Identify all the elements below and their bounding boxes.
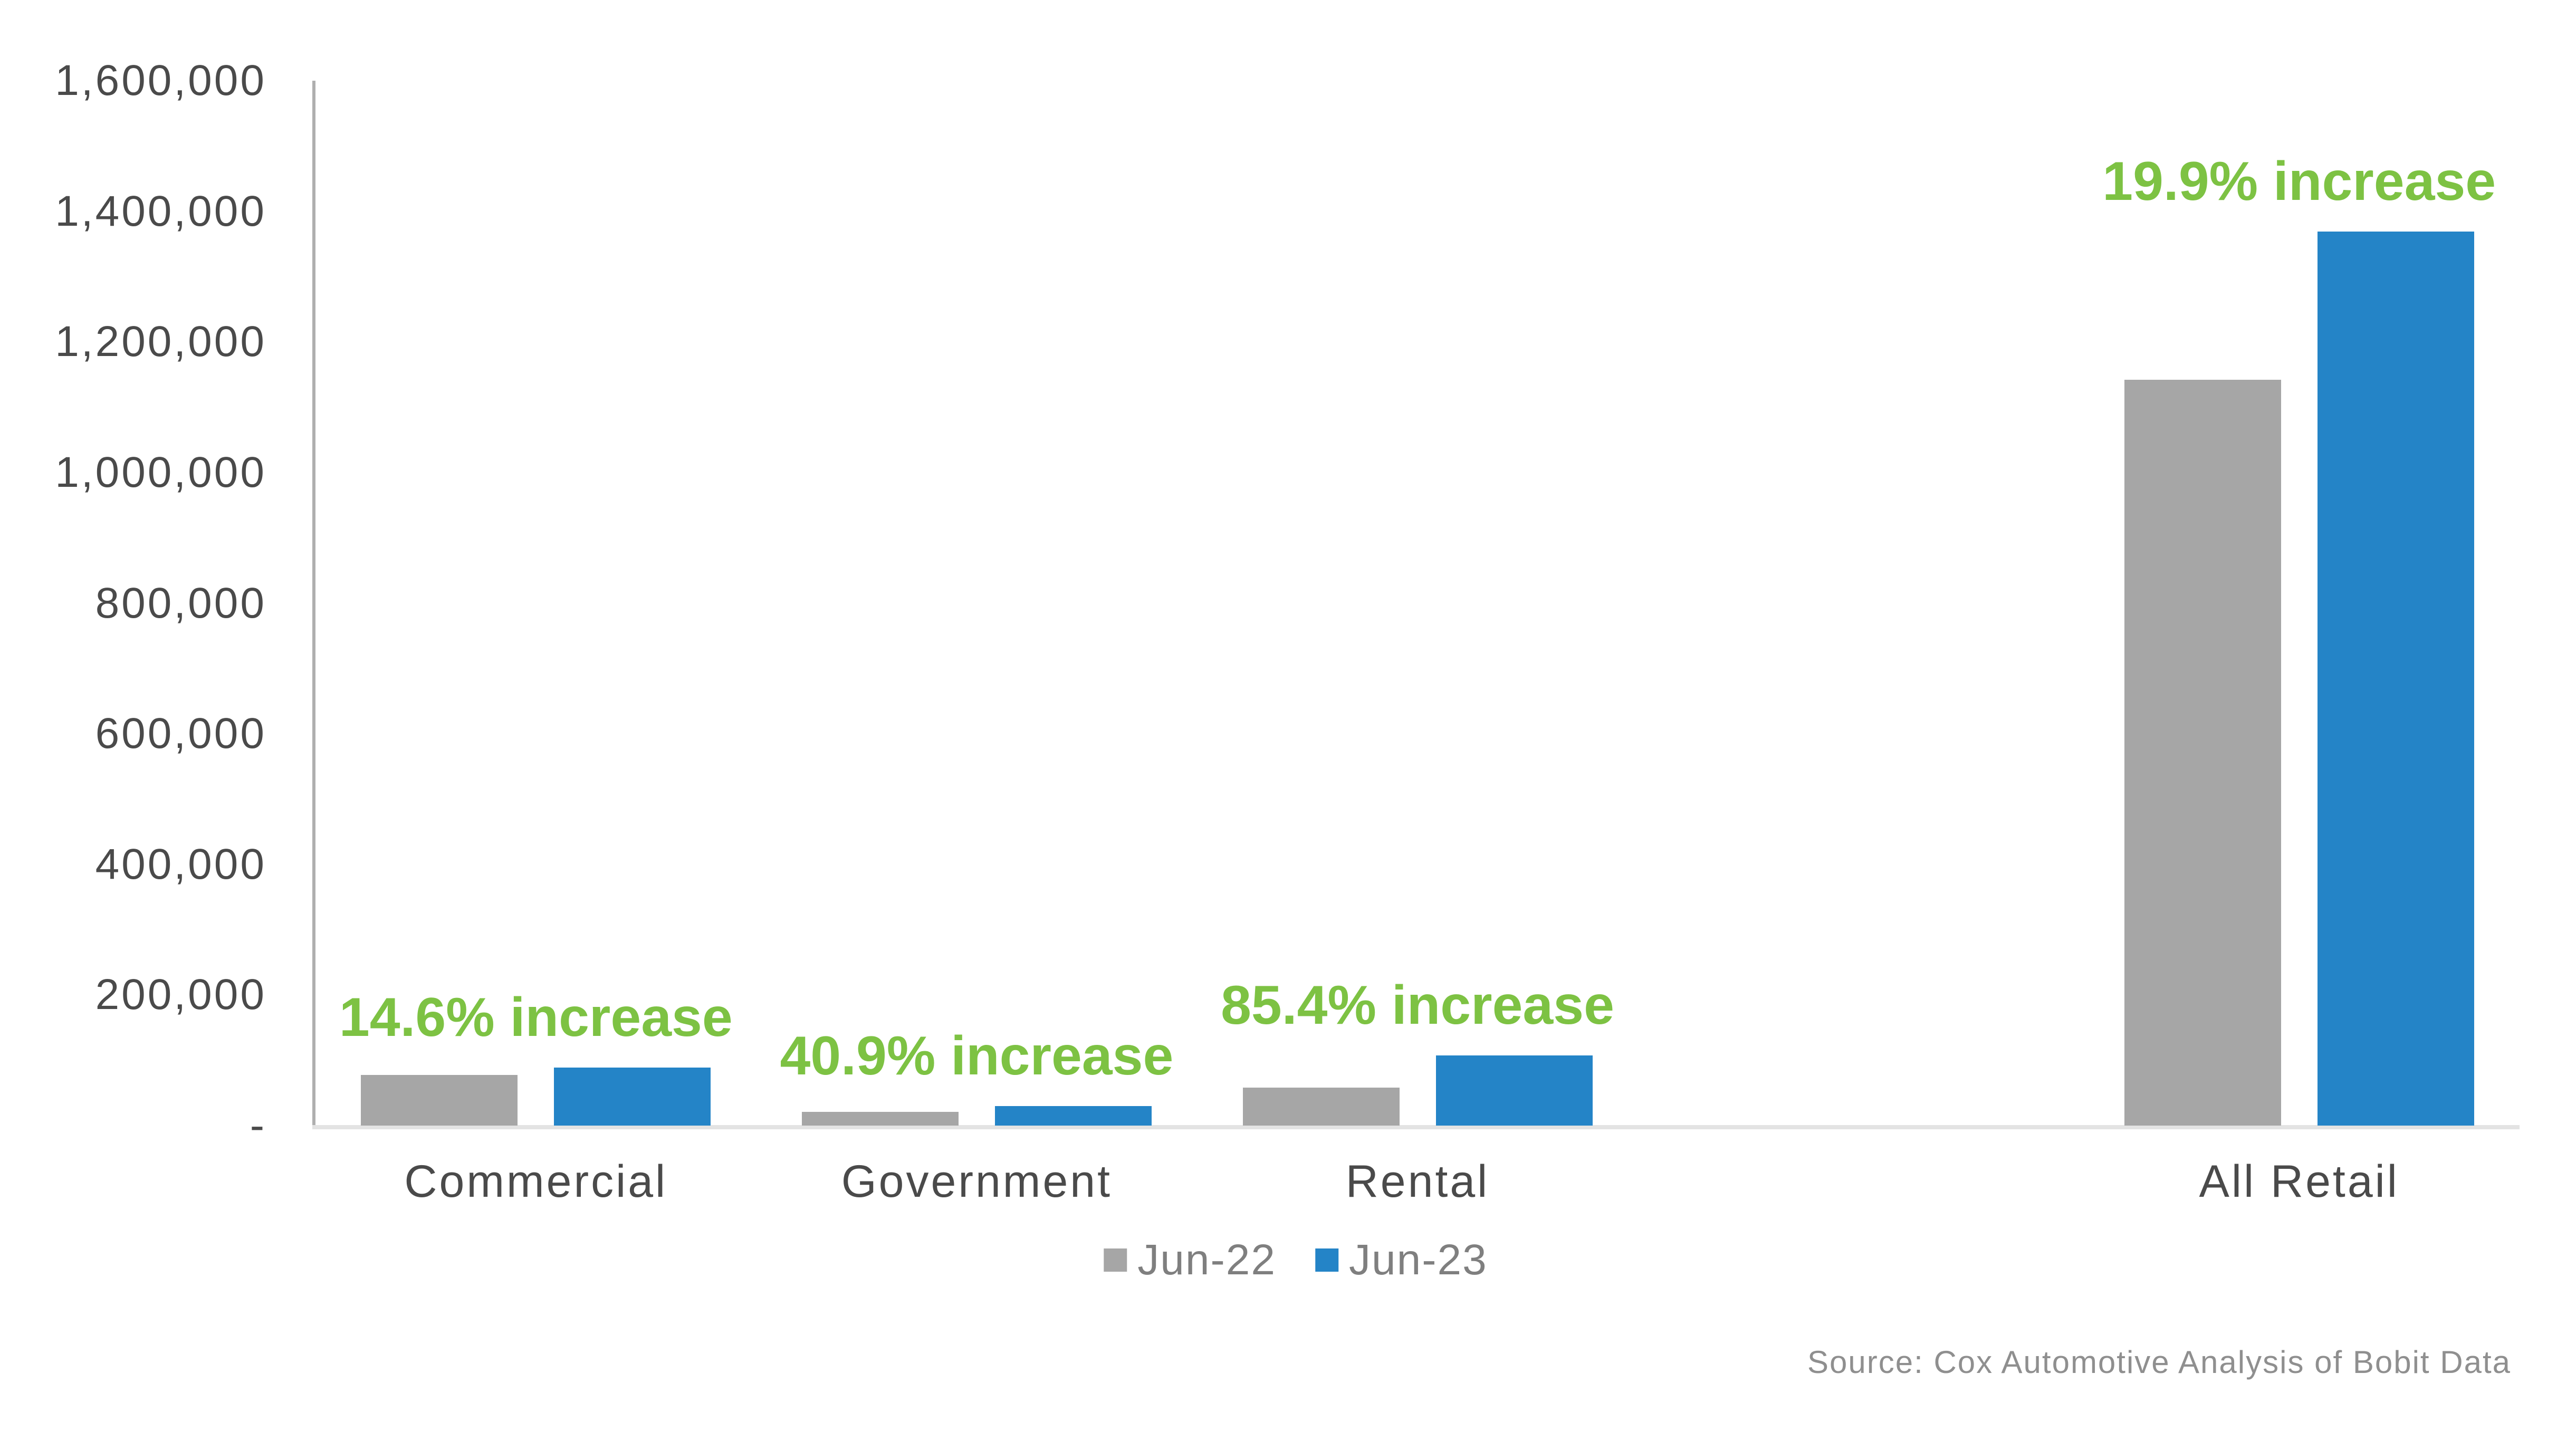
bar-jun-22-rental <box>1242 1088 1400 1126</box>
increase-label-rental: 85.4% increase <box>1221 974 1614 1036</box>
x-tick-label-commercial: Commercial <box>404 1156 668 1207</box>
legend-label-jun-22: Jun-22 <box>1137 1236 1276 1284</box>
legend-swatch-jun-23 <box>1315 1248 1338 1272</box>
increase-label-government: 40.9% increase <box>780 1025 1174 1087</box>
chart-legend: Jun-22 Jun-23 <box>1104 1235 1487 1285</box>
bar-jun-23-rental <box>1435 1055 1593 1126</box>
y-tick-label-400000: 400,000 <box>95 840 266 888</box>
x-tick-label-rental: Rental <box>1345 1156 1490 1207</box>
bar-jun-22-government <box>801 1111 959 1126</box>
bar-jun-22-all-retail <box>2124 380 2281 1126</box>
bar-jun-23-all-retail <box>2317 232 2474 1126</box>
x-tick-label-government: Government <box>841 1156 1112 1207</box>
y-tick-label-1000000: 1,000,000 <box>55 448 266 496</box>
bar-jun-22-commercial <box>361 1075 518 1126</box>
y-tick-label-200000: 200,000 <box>95 971 266 1019</box>
y-tick-label-800000: 800,000 <box>95 579 266 627</box>
y-tick-label-1200000: 1,200,000 <box>55 318 266 366</box>
y-tick-label-1600000: 1,600,000 <box>55 56 266 104</box>
legend-swatch-jun-22 <box>1104 1248 1127 1272</box>
y-tick-label-0: - <box>250 1101 266 1149</box>
legend-item-jun-23: Jun-23 <box>1315 1235 1488 1285</box>
x-axis-baseline <box>312 1125 2520 1129</box>
increase-label-commercial: 14.6% increase <box>339 986 733 1048</box>
source-attribution: Source: Cox Automotive Analysis of Bobit… <box>1807 1344 2511 1380</box>
y-tick-label-1400000: 1,400,000 <box>55 187 266 235</box>
y-tick-label-600000: 600,000 <box>95 709 266 758</box>
y-axis-line <box>312 81 315 1127</box>
legend-label-jun-23: Jun-23 <box>1349 1236 1488 1284</box>
x-tick-label-all-retail: All Retail <box>2199 1156 2399 1207</box>
bar-jun-23-government <box>994 1106 1152 1126</box>
legend-item-jun-22: Jun-22 <box>1104 1235 1276 1285</box>
increase-label-all-retail: 19.9% increase <box>2102 150 2496 212</box>
bar-jun-23-commercial <box>554 1068 711 1126</box>
